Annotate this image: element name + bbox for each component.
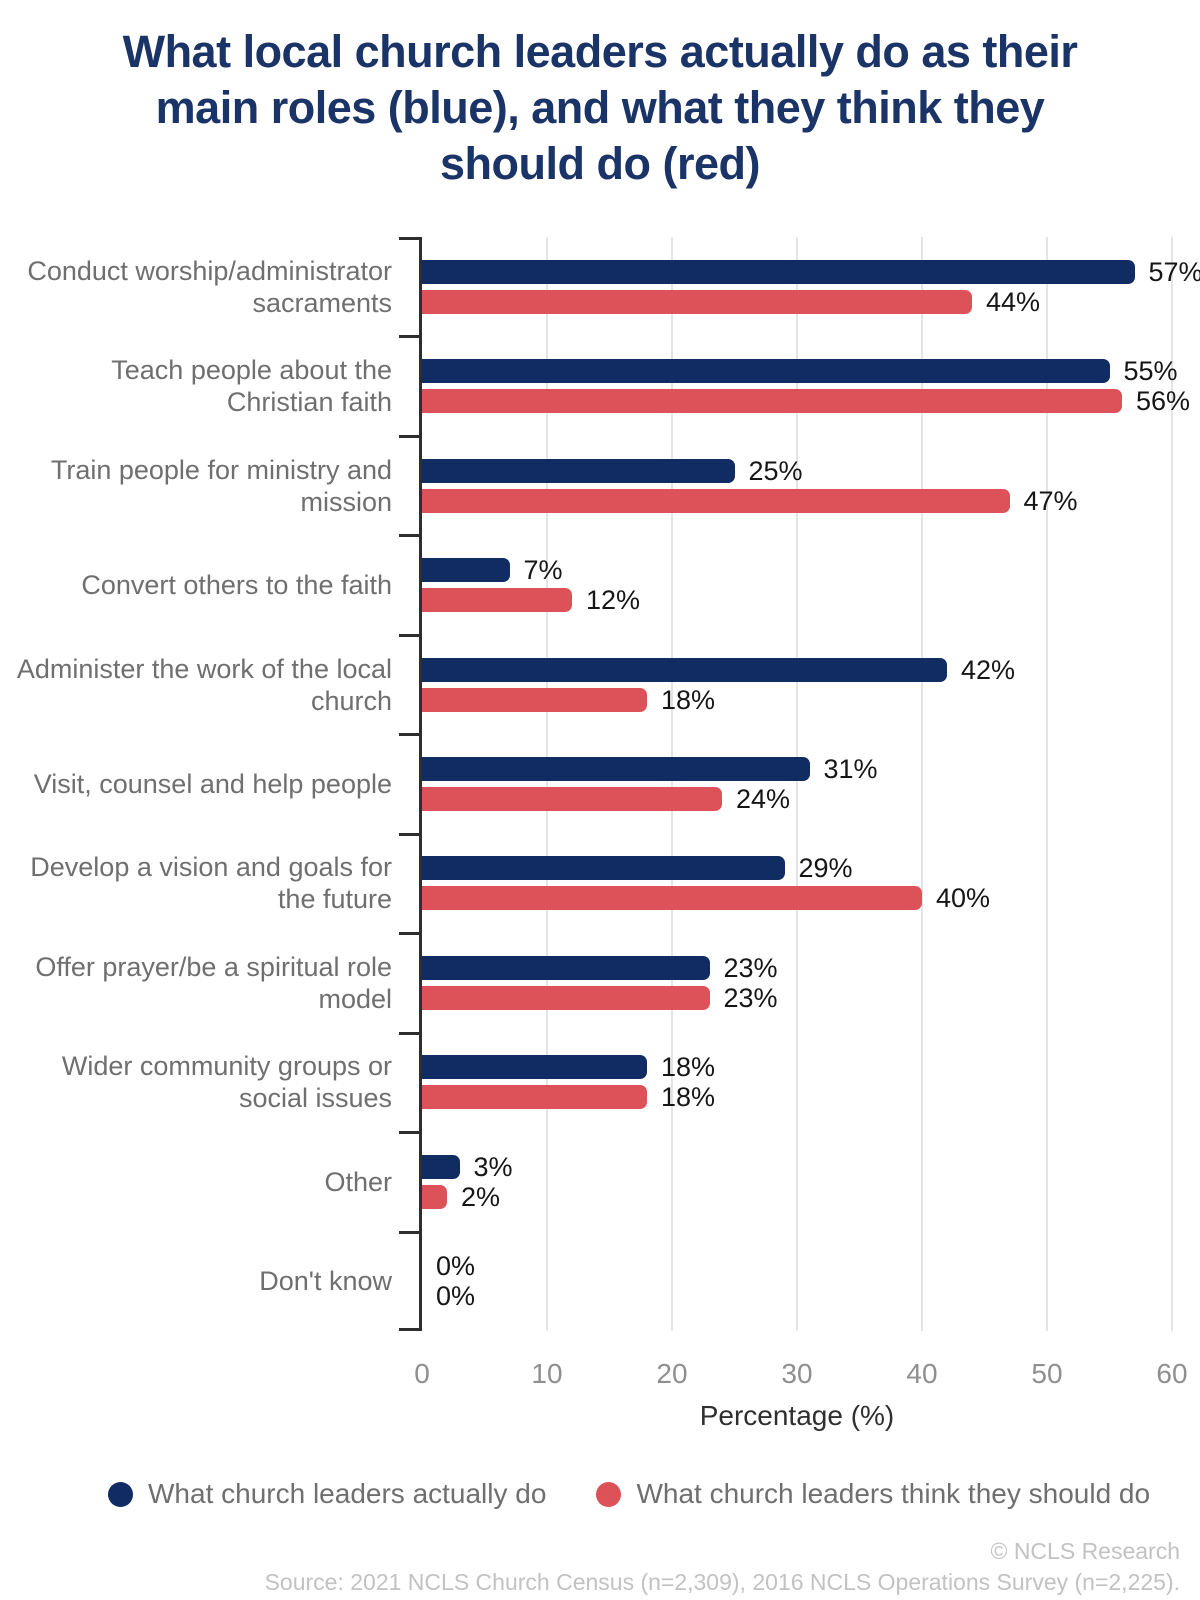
- y-axis-tick: [399, 237, 419, 240]
- value-label: 18%: [661, 1082, 716, 1113]
- value-label: 42%: [961, 654, 1016, 685]
- attribution: © NCLS Research Source: 2021 NCLS Church…: [265, 1536, 1180, 1598]
- value-label: 25%: [748, 455, 803, 486]
- chart-title: What local church leaders actually do as…: [122, 26, 1078, 189]
- value-label: 18%: [661, 684, 716, 715]
- actual-bar: [422, 1154, 460, 1179]
- should-bar: [422, 1184, 447, 1209]
- y-axis-tick: [399, 634, 419, 637]
- value-label: 2%: [461, 1181, 501, 1212]
- category-label: Convert others to the faith: [81, 570, 392, 601]
- x-tick-label: 10: [531, 1358, 563, 1389]
- y-axis-tick: [399, 932, 419, 935]
- actual-bar: [422, 657, 947, 682]
- should-bar: [422, 985, 710, 1010]
- y-axis-line: [419, 237, 422, 1331]
- value-label: 40%: [936, 883, 991, 914]
- should-bar: [422, 687, 647, 712]
- y-axis-tick: [399, 534, 419, 537]
- category-label: Other: [324, 1166, 392, 1197]
- x-axis-ticks: 0 10 20 30 40 50 60: [414, 1358, 1187, 1392]
- should-bar: [422, 389, 1122, 414]
- legend-label: What church leaders think they should do: [636, 1478, 1151, 1509]
- gridline: [796, 237, 798, 1331]
- value-label: 44%: [986, 286, 1041, 317]
- y-axis-tick: [399, 435, 419, 438]
- category-label: Wider community groups or social issues: [61, 1051, 392, 1114]
- actual-bar: [422, 259, 1135, 284]
- actual-bar: [422, 359, 1110, 384]
- y-axis-tick: [399, 833, 419, 836]
- should-bar: [422, 588, 572, 613]
- gridline: [1046, 237, 1048, 1331]
- value-label: 55%: [1123, 356, 1178, 387]
- copyright-line: © NCLS Research: [990, 1538, 1180, 1564]
- actual-bar: [422, 955, 710, 980]
- value-label: 18%: [661, 1052, 716, 1083]
- value-label: 12%: [586, 585, 641, 616]
- gridline: [671, 237, 673, 1331]
- legend: What church leaders actually do What chu…: [108, 1478, 1150, 1510]
- x-tick-label: 0: [414, 1358, 430, 1389]
- y-axis-tick: [399, 1231, 419, 1234]
- value-label: 3%: [473, 1151, 513, 1182]
- legend-swatch-red-icon: [596, 1481, 622, 1507]
- x-axis-title: Percentage (%): [699, 1400, 895, 1431]
- value-label: 23%: [723, 952, 778, 983]
- should-bar: [422, 488, 1010, 513]
- x-tick-label: 30: [781, 1358, 813, 1389]
- value-label: 0%: [436, 1281, 476, 1312]
- category-label: Train people for ministry and mission: [50, 454, 392, 517]
- category-label: Administer the work of the local church: [16, 653, 392, 716]
- actual-bar: [422, 1055, 647, 1080]
- y-axis-tick: [399, 1032, 419, 1035]
- actual-bar: [422, 757, 810, 781]
- x-tick-label: 60: [1156, 1358, 1188, 1389]
- category-label: Conduct worship/administrator sacraments: [27, 255, 392, 318]
- value-label: 31%: [823, 754, 878, 784]
- x-tick-label: 40: [906, 1358, 938, 1389]
- x-tick-label: 50: [1031, 1358, 1063, 1389]
- gridline: [1171, 237, 1173, 1331]
- value-label: 56%: [1136, 386, 1191, 417]
- category-label: Visit, counsel and help people: [33, 768, 392, 799]
- legend-swatch-blue-icon: [108, 1481, 133, 1507]
- value-label: 0%: [436, 1251, 476, 1282]
- category-label: Teach people about the Christian faith: [111, 355, 392, 418]
- category-axis: Conduct worship/administrator sacraments…: [14, 237, 392, 1331]
- value-label: 57%: [1148, 256, 1200, 287]
- value-label: 7%: [523, 555, 563, 586]
- y-axis-tick: [399, 733, 419, 736]
- legend-item-should-do: What church leaders think they should do: [596, 1478, 1150, 1510]
- category-label: Offer prayer/be a spiritual role model: [35, 951, 392, 1014]
- legend-item-actually-do: What church leaders actually do: [108, 1478, 546, 1510]
- category-label: Develop a vision and goals for the futur…: [30, 852, 392, 915]
- value-label: 23%: [723, 982, 778, 1013]
- actual-bar: [422, 856, 785, 881]
- x-tick-label: 20: [656, 1358, 688, 1389]
- actual-bar: [422, 558, 510, 583]
- value-label: 29%: [798, 853, 853, 884]
- y-axis-tick: [399, 1131, 419, 1134]
- y-axis-tick: [399, 335, 419, 338]
- should-bar: [422, 1085, 647, 1110]
- plot-area: 57% 44% 55% 56% 25% 47% 7% 12% 42% 18% 31% 24% 29% 40…: [399, 237, 1200, 1331]
- should-bar: [422, 886, 922, 911]
- should-bar: [422, 289, 972, 314]
- actual-bar: [422, 458, 735, 483]
- should-bar: [422, 787, 722, 811]
- value-label: 24%: [736, 784, 791, 814]
- legend-label: What church leaders actually do: [148, 1478, 547, 1509]
- gridline: [546, 237, 548, 1331]
- y-axis-tick: [399, 1328, 419, 1331]
- value-label: 47%: [1023, 485, 1078, 516]
- source-line: Source: 2021 NCLS Church Census (n=2,309…: [264, 1569, 1180, 1595]
- gridline: [921, 237, 923, 1331]
- category-label: Don't know: [259, 1266, 392, 1297]
